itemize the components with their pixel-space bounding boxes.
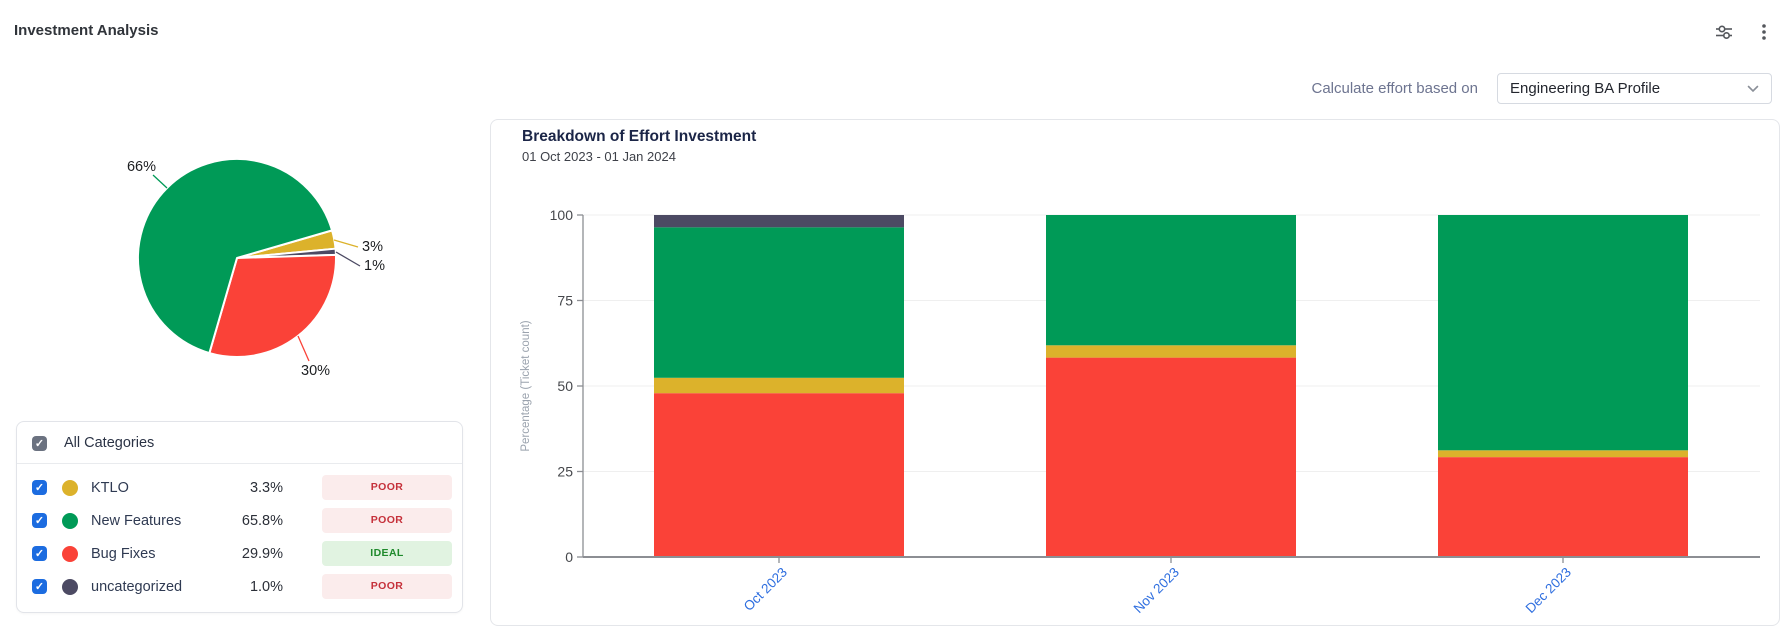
- y-tick-label: 100: [550, 207, 574, 223]
- bar-segment-ktlo[interactable]: [1046, 345, 1296, 358]
- categories-panel: ✓ All Categories ✓ KTLO 3.3% POOR ✓ New …: [16, 421, 463, 613]
- category-percent: 65.8%: [241, 512, 283, 529]
- x-axis-label[interactable]: Dec 2023: [1523, 565, 1574, 616]
- category-row-bug-fixes: ✓ Bug Fixes 29.9% IDEAL: [17, 537, 462, 570]
- x-axis-label[interactable]: Oct 2023: [741, 565, 790, 614]
- pie-label-leader: [335, 251, 361, 267]
- profile-dropdown[interactable]: Engineering BA Profile: [1497, 73, 1772, 104]
- category-label: KTLO: [91, 479, 129, 496]
- investment-pie-chart: 3% 1% 30% 66%: [90, 130, 430, 390]
- x-axis-label[interactable]: Nov 2023: [1131, 565, 1182, 616]
- category-checkbox[interactable]: ✓: [32, 480, 47, 495]
- category-row-uncategorized: ✓ uncategorized 1.0% POOR: [17, 570, 462, 603]
- pie-label-leader: [152, 174, 168, 189]
- y-axis-title: Percentage (Ticket count): [520, 320, 532, 451]
- category-color-dot: [62, 545, 78, 562]
- toolbar: [1712, 20, 1776, 44]
- status-badge: POOR: [322, 475, 452, 500]
- y-tick-label: 0: [565, 549, 573, 565]
- status-badge: IDEAL: [322, 541, 452, 566]
- category-color-dot: [62, 578, 78, 595]
- bar-segment-uncategorized[interactable]: [654, 215, 904, 228]
- category-row-new-features: ✓ New Features 65.8% POOR: [17, 504, 462, 537]
- pie-slice-label: 3%: [362, 239, 383, 255]
- all-categories-row: ✓ All Categories: [17, 422, 462, 463]
- bar-chart: Oct 2023 Nov 2023 Dec 2023 0 25 50 75 100 Percen…: [520, 207, 1760, 616]
- category-color-dot: [62, 479, 78, 496]
- bar-segment-bug-fixes[interactable]: [654, 393, 904, 557]
- bar-segment-bug-fixes[interactable]: [1046, 357, 1296, 557]
- pie-slice-label: 30%: [301, 363, 330, 379]
- y-tick-label: 75: [557, 293, 573, 309]
- divider: [17, 463, 462, 464]
- category-percent: 29.9%: [241, 545, 283, 562]
- category-color-dot: [62, 512, 78, 529]
- calculate-effort-label: Calculate effort based on: [1311, 80, 1478, 97]
- y-tick-label: 50: [557, 378, 573, 394]
- chart-title: Breakdown of Effort Investment: [522, 128, 757, 145]
- pie-slice-label: 1%: [364, 258, 385, 274]
- breakdown-chart-card: Breakdown of Effort Investment 01 Oct 20…: [490, 119, 1780, 626]
- bar-segment-new-features[interactable]: [1438, 215, 1688, 451]
- category-checkbox[interactable]: ✓: [32, 546, 47, 561]
- profile-dropdown-value: Engineering BA Profile: [1510, 80, 1661, 97]
- pie-label-leader: [297, 335, 310, 362]
- category-label: uncategorized: [91, 578, 183, 595]
- bar-segment-bug-fixes[interactable]: [1438, 457, 1688, 557]
- pie-slice-label: 66%: [127, 159, 156, 175]
- bar-segment-ktlo[interactable]: [654, 377, 904, 394]
- category-checkbox[interactable]: ✓: [32, 579, 47, 594]
- category-label: New Features: [91, 512, 182, 529]
- status-badge: POOR: [322, 508, 452, 533]
- pie-slice-bug-fixes[interactable]: [208, 253, 337, 358]
- page-title: Investment Analysis: [14, 22, 159, 39]
- category-percent: 1.0%: [249, 578, 283, 595]
- kebab-menu-icon[interactable]: [1752, 20, 1776, 44]
- sliders-icon[interactable]: [1712, 20, 1736, 44]
- pie-label-leader: [333, 239, 359, 248]
- category-checkbox[interactable]: ✓: [32, 513, 47, 528]
- chart-date-range: 01 Oct 2023 - 01 Jan 2024: [522, 149, 676, 164]
- bar-segment-ktlo[interactable]: [1438, 450, 1688, 458]
- bar-segment-new-features[interactable]: [654, 227, 904, 378]
- category-percent: 3.3%: [249, 479, 283, 496]
- y-tick-label: 25: [557, 464, 573, 480]
- category-label: Bug Fixes: [91, 545, 156, 562]
- status-badge: POOR: [322, 574, 452, 599]
- all-categories-checkbox[interactable]: ✓: [32, 435, 47, 451]
- category-row-ktlo: ✓ KTLO 3.3% POOR: [17, 471, 462, 504]
- chevron-down-icon: [1747, 85, 1759, 92]
- bar-segment-new-features[interactable]: [1046, 215, 1296, 346]
- pie-chart: 3% 1% 30% 66%: [127, 158, 385, 379]
- all-categories-label: All Categories: [64, 435, 155, 451]
